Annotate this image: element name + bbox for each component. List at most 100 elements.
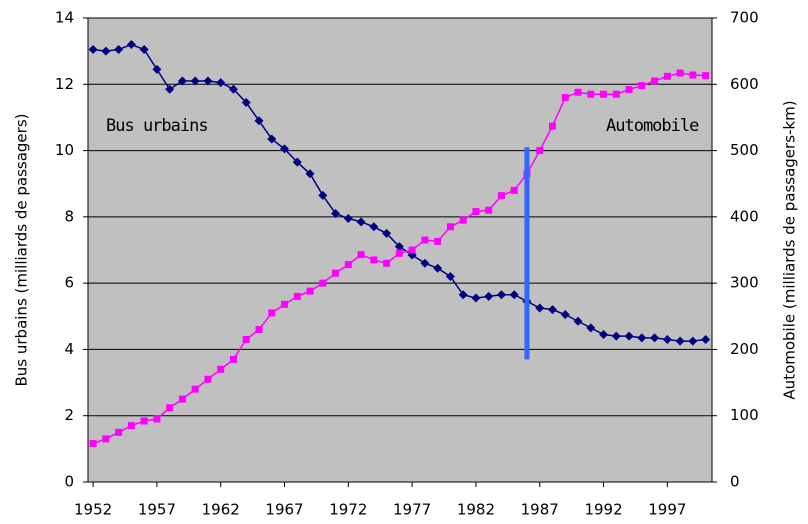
point	[293, 292, 301, 300]
point	[561, 94, 569, 102]
point	[292, 157, 302, 167]
point	[306, 287, 314, 295]
point	[152, 64, 162, 74]
point	[153, 415, 161, 423]
point	[497, 192, 505, 200]
point	[280, 144, 290, 154]
point	[382, 228, 392, 238]
point	[139, 44, 149, 54]
y-tick-label: 12	[55, 75, 74, 93]
point	[101, 46, 111, 56]
y-tick-label: 14	[55, 9, 74, 27]
point	[268, 309, 276, 317]
point	[650, 333, 660, 343]
point	[357, 251, 365, 259]
point	[190, 76, 200, 86]
y2-tick-label: 400	[730, 207, 759, 225]
point	[332, 269, 340, 277]
point	[638, 82, 646, 90]
point	[688, 336, 698, 346]
x-tick-label: 1977	[393, 501, 431, 519]
point	[395, 249, 403, 257]
point	[344, 261, 352, 269]
x-tick-label: 1992	[584, 501, 622, 519]
point	[254, 116, 264, 126]
y2-tick-label: 500	[730, 141, 759, 159]
point	[114, 44, 124, 54]
y2-tick-label: 600	[730, 75, 759, 93]
point	[177, 76, 187, 86]
point	[356, 217, 366, 227]
point	[88, 44, 98, 54]
y2-tick-label: 200	[730, 340, 759, 358]
point	[166, 404, 174, 412]
point	[191, 385, 199, 393]
point	[394, 242, 404, 252]
point	[574, 88, 582, 96]
point	[587, 90, 595, 98]
point	[408, 246, 416, 254]
point	[509, 290, 519, 300]
x-tick-label: 1972	[329, 501, 367, 519]
point	[472, 208, 480, 216]
y2-tick-label: 0	[730, 473, 740, 491]
point	[241, 98, 251, 108]
point	[701, 334, 711, 344]
point	[229, 355, 237, 363]
point	[217, 365, 225, 373]
point	[471, 293, 481, 303]
point	[319, 279, 327, 287]
point	[178, 395, 186, 403]
point	[281, 300, 289, 308]
point	[624, 331, 634, 341]
x-tick-label: 1987	[521, 501, 559, 519]
point	[370, 256, 378, 264]
point	[228, 84, 238, 94]
point	[115, 428, 123, 436]
x-tick-label: 1952	[74, 501, 112, 519]
point	[459, 216, 467, 224]
point	[127, 422, 135, 430]
series-annotation: Automobile	[606, 116, 699, 136]
y-tick-label: 10	[55, 141, 74, 159]
point	[675, 336, 685, 346]
point	[485, 206, 493, 214]
y2-axis-label: Automobile (milliards de passagers-km)	[781, 100, 799, 399]
point	[433, 263, 443, 273]
point	[255, 326, 263, 334]
y2-tick-label: 300	[730, 274, 759, 292]
point	[369, 222, 379, 232]
point	[383, 259, 391, 267]
point	[102, 435, 110, 443]
point	[420, 258, 430, 268]
point	[662, 334, 672, 344]
point	[600, 90, 608, 98]
point	[126, 40, 136, 50]
y-tick-label: 0	[64, 473, 74, 491]
point	[510, 186, 518, 194]
y-tick-label: 4	[64, 340, 74, 358]
point	[89, 440, 97, 448]
point	[599, 330, 609, 340]
point	[458, 290, 468, 300]
point	[586, 323, 596, 333]
point	[663, 72, 671, 80]
point	[689, 71, 697, 79]
x-tick-label: 1997	[648, 501, 686, 519]
point	[267, 134, 277, 144]
point	[242, 335, 250, 343]
y2-tick-label: 700	[730, 9, 759, 27]
point	[331, 209, 341, 219]
y-axis-label: Bus urbains (milliards de passagers)	[13, 114, 31, 387]
point	[612, 90, 620, 98]
point	[637, 333, 647, 343]
point	[421, 236, 429, 244]
point	[216, 78, 226, 88]
x-tick-label: 1957	[138, 501, 176, 519]
point	[560, 310, 570, 320]
point	[318, 190, 328, 200]
series-annotation: Bus urbains	[106, 116, 208, 136]
point	[446, 223, 454, 231]
point	[536, 147, 544, 155]
